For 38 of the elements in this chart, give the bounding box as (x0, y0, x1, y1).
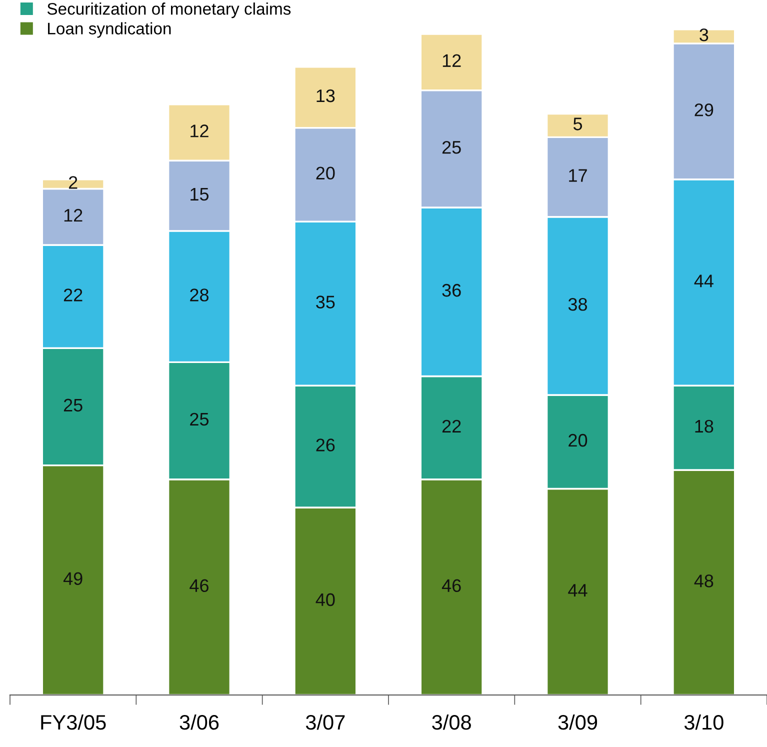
data-label: 22 (442, 420, 461, 432)
x-tick-label: 3/06 (180, 714, 219, 730)
data-label: 12 (190, 124, 208, 138)
data-label: 36 (442, 284, 461, 297)
x-tick-label: 3/07 (306, 714, 345, 730)
data-label: 25 (64, 398, 82, 412)
x-tick-label: FY3/05 (41, 714, 106, 730)
data-label: 29 (694, 103, 714, 116)
data-label: 20 (316, 166, 335, 180)
data-label: 46 (442, 579, 461, 592)
data-label: 44 (568, 584, 588, 597)
data-label: 25 (190, 412, 209, 426)
data-label: 44 (694, 274, 714, 288)
data-label: 2 (68, 176, 78, 189)
data-label: 20 (568, 434, 588, 447)
data-label: 12 (64, 208, 82, 222)
data-label: 13 (316, 89, 335, 102)
data-label: 28 (190, 288, 209, 302)
legend-label: Securitization of monetary claims (47, 2, 291, 18)
data-label: 35 (316, 296, 335, 308)
data-label: 22 (64, 288, 82, 302)
data-label: 5 (573, 118, 582, 130)
data-label: 3 (700, 28, 708, 42)
data-label: 40 (316, 593, 335, 606)
x-tick-label: 3/10 (684, 714, 724, 730)
data-label: 46 (190, 579, 208, 592)
data-label: 17 (569, 169, 587, 182)
x-tick-label: 3/09 (558, 714, 598, 730)
legend-label: Loan syndication (48, 22, 171, 38)
data-label: 48 (694, 574, 714, 588)
data-label: 25 (442, 140, 461, 154)
data-label: 18 (695, 420, 714, 433)
x-tick-label: 3/08 (432, 714, 471, 730)
data-label: 26 (316, 438, 335, 452)
data-label: 12 (442, 54, 461, 67)
data-label: 38 (568, 298, 588, 311)
data-label: 15 (190, 188, 209, 201)
data-label: 49 (63, 572, 82, 586)
